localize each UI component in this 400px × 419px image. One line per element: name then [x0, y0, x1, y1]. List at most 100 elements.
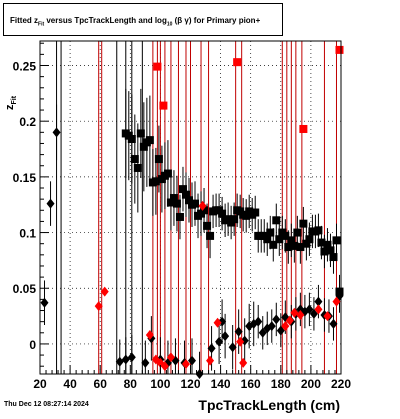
red-diamond-marker: [100, 286, 109, 297]
black-square-marker: [329, 253, 338, 262]
black-square-marker: [218, 209, 227, 218]
black-diamond-marker: [115, 356, 124, 367]
x-tick-label: 160: [241, 377, 261, 391]
black-diamond-marker: [121, 354, 130, 365]
title-beta: (β: [174, 16, 183, 25]
black-square-marker: [272, 216, 281, 225]
y-axis-label: zFit: [4, 80, 18, 110]
black-square-marker: [139, 142, 148, 151]
x-tick-label: 180: [271, 377, 291, 391]
red-diamond-marker: [314, 304, 323, 315]
title-prefix: Fitted: [10, 16, 32, 25]
y-tick-label: 0.05: [13, 282, 37, 296]
black-square-marker: [323, 240, 332, 249]
black-square-marker: [206, 231, 215, 240]
x-tick-label: 40: [63, 377, 77, 391]
black-square-marker: [133, 163, 142, 172]
black-diamond-marker: [40, 297, 49, 308]
title-gamma: γ): [184, 16, 192, 25]
black-square-marker: [281, 231, 290, 240]
black-square-marker: [269, 240, 278, 249]
black-diamond-marker: [52, 127, 61, 138]
black-square-marker: [251, 208, 260, 217]
black-diamond-marker: [276, 325, 285, 336]
title-sub-fit: Fit: [38, 21, 45, 28]
axis-ticks: 20 40 60 80 100 120 140 160 180 200 220 0 0.05 0.1 0.1…: [13, 42, 351, 391]
black-square-marker: [172, 199, 181, 208]
black-square-marker: [299, 219, 308, 228]
red-square-marker: [299, 124, 308, 133]
ylabel-sub: Fit: [11, 95, 19, 105]
x-tick-label: 60: [94, 377, 108, 391]
markers: [40, 45, 344, 379]
black-square-marker: [200, 206, 209, 215]
black-square-marker: [284, 243, 293, 252]
red-diamond-marker: [296, 309, 305, 320]
black-diamond-marker: [207, 343, 216, 354]
red-diamond-marker: [198, 200, 207, 211]
x-tick-label: 20: [33, 377, 47, 391]
red-diamond-marker: [213, 317, 222, 328]
y-tick-label: 0.1: [19, 227, 36, 241]
red-square-marker: [153, 62, 162, 71]
red-square-marker: [233, 58, 242, 67]
red-diamond-marker: [94, 301, 103, 312]
black-square-marker: [287, 236, 296, 245]
red-diamond-marker: [290, 307, 299, 318]
black-square-marker: [184, 196, 193, 205]
black-square-marker: [296, 243, 305, 252]
black-diamond-marker: [305, 304, 314, 315]
black-square-marker: [130, 155, 139, 164]
black-square-marker: [136, 129, 145, 138]
black-square-marker: [326, 246, 335, 255]
red-diamond-marker: [160, 361, 169, 372]
black-square-marker: [181, 190, 190, 199]
black-square-marker: [266, 228, 275, 237]
black-square-marker: [151, 177, 160, 186]
red-diamond-marker: [181, 358, 190, 369]
black-diamond-marker: [188, 355, 197, 366]
ylabel-z: z: [4, 104, 16, 111]
title-suffix: for Primary pion+: [193, 16, 261, 25]
x-axis-label: TpcTrackLength (cm): [198, 397, 340, 413]
black-diamond-marker: [258, 327, 267, 338]
black-square-marker: [263, 235, 272, 244]
black-square-marker: [332, 236, 341, 245]
x-tick-label: 80: [124, 377, 138, 391]
title-box: Fitted zFit versus TpcTrackLength and lo…: [3, 3, 283, 36]
x-tick-label: 140: [211, 377, 231, 391]
x-tick-label: 220: [331, 377, 351, 391]
black-square-marker: [305, 235, 314, 244]
black-diamond-marker: [309, 308, 318, 319]
black-diamond-marker: [228, 342, 237, 353]
black-square-marker: [293, 228, 302, 237]
red-diamond-marker: [239, 357, 248, 368]
datestamp: Thu Dec 12 08:27:14 2024: [4, 401, 89, 408]
black-square-marker: [163, 169, 172, 178]
black-square-marker: [203, 221, 212, 230]
title-sub-10: 10: [166, 21, 173, 28]
black-square-marker: [178, 185, 187, 194]
black-diamond-marker: [215, 336, 224, 347]
black-square-marker: [230, 215, 239, 224]
red-diamond-marker: [285, 315, 294, 326]
red-square-marker: [335, 45, 344, 54]
black-square-marker: [145, 136, 154, 145]
black-diamond-marker: [329, 318, 338, 329]
black-square-marker: [169, 194, 178, 203]
black-diamond-marker: [254, 316, 263, 327]
y-tick-label: 0.2: [19, 115, 36, 129]
black-diamond-marker: [221, 331, 230, 342]
red-diamond-marker: [145, 330, 154, 341]
black-diamond-marker: [46, 198, 55, 209]
red-diamond-marker: [323, 311, 332, 322]
black-square-marker: [317, 238, 326, 247]
title-mid: versus TpcTrackLength and log: [46, 16, 167, 25]
black-square-marker: [127, 135, 136, 144]
black-diamond-marker: [141, 357, 150, 368]
chart-title: Fitted zFit versus TpcTrackLength and lo…: [10, 16, 260, 28]
black-square-marker: [175, 212, 184, 221]
black-square-marker: [302, 239, 311, 248]
